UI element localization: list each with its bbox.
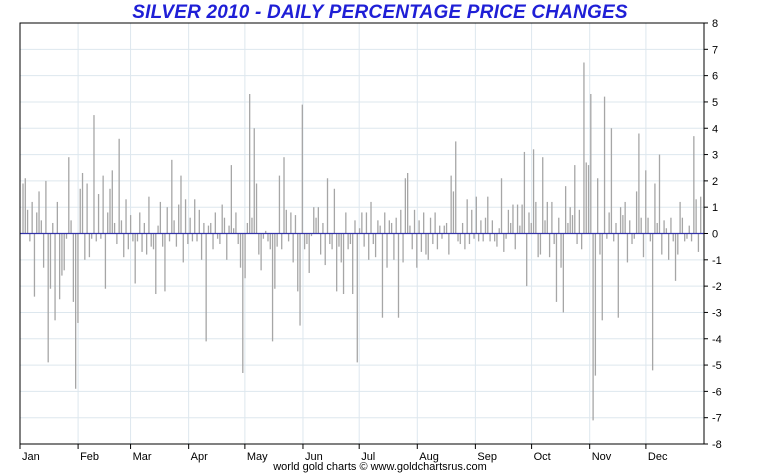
footer-credit: world gold charts © www.goldchartsrus.co… [273,461,487,473]
y-tick-label: -5 [712,360,722,372]
y-tick-label: 6 [712,71,718,83]
y-tick-label: -6 [712,386,722,398]
x-tick-label: Apr [191,451,208,463]
x-tick-label: Dec [648,451,668,463]
y-tick-label: 2 [712,176,718,188]
y-tick-label: 7 [712,44,718,56]
y-tick-label: -4 [712,334,722,346]
x-tick-label: Jan [22,451,40,463]
y-tick-label: 8 [712,18,718,30]
y-tick-label: 5 [712,97,718,109]
y-tick-label: 4 [712,123,718,135]
y-tick-label: -3 [712,307,722,319]
bars [22,62,702,421]
x-axis: Jan Feb Mar Apr May Jun Jul Aug Sep Oct Nov Dec [19,444,668,463]
x-tick-label: Aug [419,451,439,463]
x-tick-label: Feb [80,451,99,463]
y-tick-label: -7 [712,413,722,425]
chart-title: SILVER 2010 - DAILY PERCENTAGE PRICE CHA… [132,2,628,23]
y-axis: 8 7 6 5 4 3 2 1 0 -1 -2 -3 -4 -5 -6 -7 -8 [704,18,722,451]
x-tick-label: Oct [534,451,551,463]
x-tick-label: Nov [592,451,612,463]
y-tick-label: 1 [712,202,718,214]
y-tick-label: -1 [712,255,722,267]
y-tick-label: -2 [712,281,722,293]
x-tick-label: Sep [477,451,497,463]
y-tick-label: -8 [712,439,722,451]
y-tick-label: 3 [712,150,718,162]
x-tick-label: Mar [133,451,152,463]
y-tick-label: 0 [712,229,718,241]
x-tick-label: Jun [305,451,323,463]
x-tick-label: May [247,451,268,463]
x-tick-label: Jul [361,451,375,463]
grid-lines [20,23,704,444]
